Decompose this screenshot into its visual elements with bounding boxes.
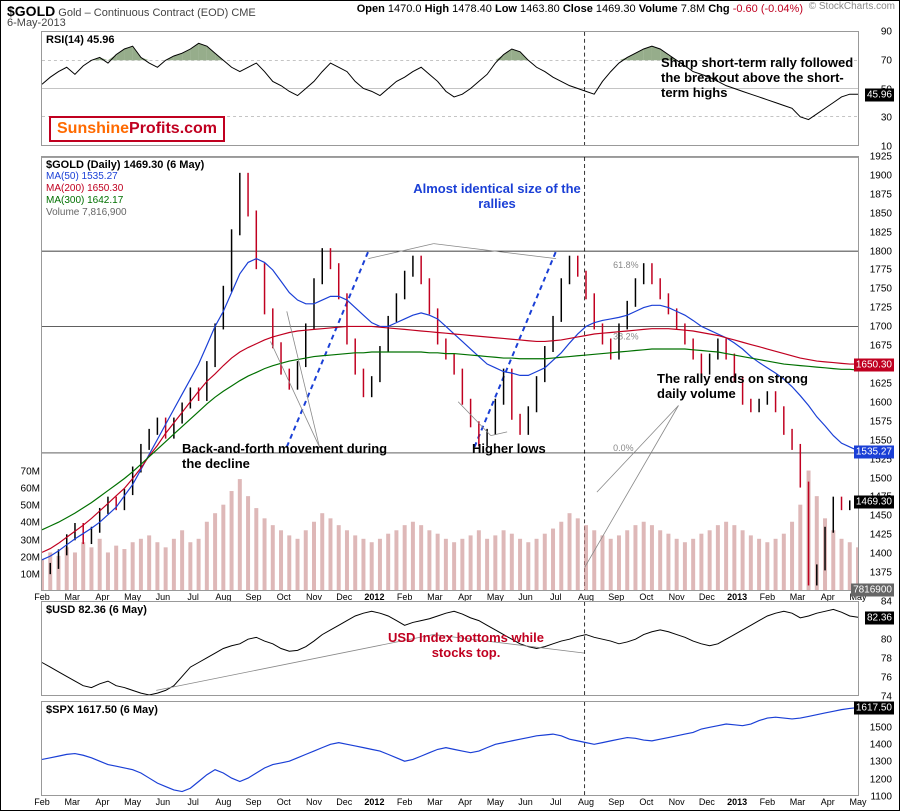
spx-plot: [42, 702, 858, 795]
high-label: High: [425, 3, 449, 15]
ma50-label: MA(50) 1535.27: [46, 171, 118, 182]
chg-label: Chg: [708, 3, 729, 15]
low-value: 1463.80: [520, 3, 560, 15]
svg-text:61.8%: 61.8%: [613, 260, 638, 270]
rsi-last-chip: 45.96: [865, 89, 894, 102]
usd-title: $USD 82.36 (6 May): [46, 604, 147, 616]
spx-panel: $SPX 1617.50 (6 May) 1100120013001400150…: [41, 701, 859, 796]
price-panel: $GOLD (Daily) 1469.30 (6 May) MA(50) 153…: [41, 156, 859, 591]
close-value: 1469.30: [596, 3, 636, 15]
svg-text:0.0%: 0.0%: [613, 443, 633, 453]
ma200-label: MA(200) 1650.30: [46, 183, 123, 194]
spx-last-chip: 1617.50: [854, 701, 894, 714]
desc-text: Gold – Continuous Contract (EOD) CME: [58, 7, 255, 19]
vol-chip: 7816900: [851, 584, 894, 597]
stock-chart: © StockCharts.com $GOLD Gold – Continuou…: [0, 0, 900, 811]
vol-legend-label: Volume 7,816,900: [46, 207, 127, 218]
chart-header: $GOLD Gold – Continuous Contract (EOD) C…: [7, 3, 893, 31]
ma200-chip: 1650.30: [854, 358, 894, 371]
spx-xaxis: FebMarAprMayJunJulAugSepOctNovDec2012Feb…: [42, 797, 858, 809]
chg-value: -0.60 (-0.04%): [733, 3, 803, 15]
svg-text:38.2%: 38.2%: [613, 332, 638, 342]
annotation-rallyends: The rally ends on strong daily volume: [657, 372, 837, 402]
watermark-part2: Profits.com: [129, 120, 217, 137]
price-title: $GOLD (Daily) 1469.30 (6 May): [46, 159, 204, 171]
annotation-usdbottoms: USD Index bottoms while stocks top.: [381, 631, 551, 661]
usd-last-chip: 82.36: [865, 611, 894, 624]
watermark-part1: Sunshine: [57, 120, 129, 137]
annotation-rallies: Almost identical size of the rallies: [412, 182, 582, 212]
ohlc-row: Open 1470.0 High 1478.40 Low 1463.80 Clo…: [357, 3, 803, 15]
open-value: 1470.0: [388, 3, 422, 15]
watermark: SunshineProfits.com: [49, 116, 225, 142]
open-label: Open: [357, 3, 385, 15]
date-text: 6-May-2013: [7, 17, 66, 29]
spx-title: $SPX 1617.50 (6 May): [46, 704, 158, 716]
vol-value: 7.8M: [681, 3, 705, 15]
ma300-label: MA(300) 1642.17: [46, 195, 123, 206]
low-label: Low: [495, 3, 517, 15]
price-last-chip: 1469.30: [854, 495, 894, 508]
annotation-sharprally: Sharp short-term rally followed the brea…: [661, 56, 856, 101]
vol-label: Volume: [639, 3, 678, 15]
annotation-higherlows: Higher lows: [472, 442, 546, 457]
ma50-chip: 1535.27: [854, 445, 894, 458]
rsi-title: RSI(14) 45.96: [46, 34, 114, 46]
annotation-backforth: Back-and-forth movement during the decli…: [182, 442, 402, 472]
close-label: Close: [563, 3, 593, 15]
high-value: 1478.40: [452, 3, 492, 15]
